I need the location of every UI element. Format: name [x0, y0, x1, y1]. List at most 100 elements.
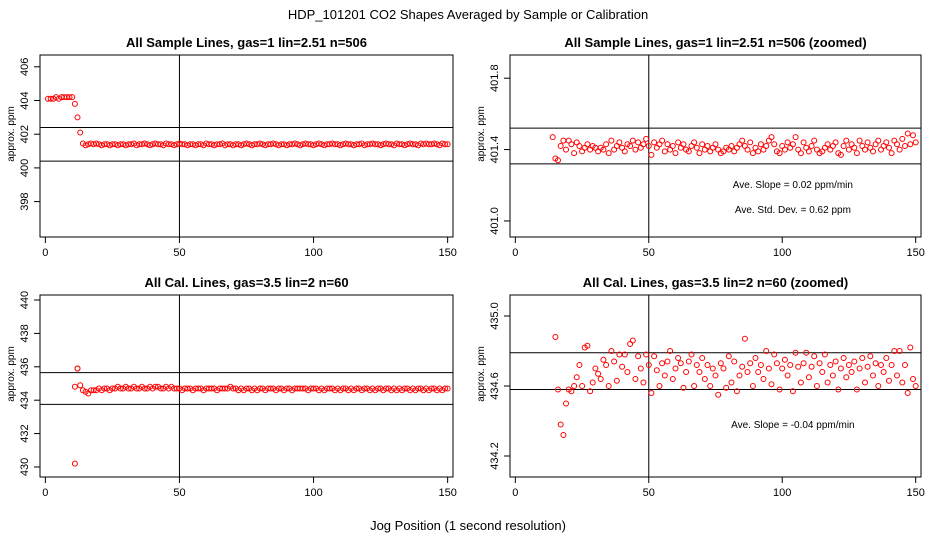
data-point [342, 140, 349, 147]
data-point [813, 146, 820, 153]
data-point [832, 358, 839, 365]
data-point [712, 372, 719, 379]
data-point [133, 142, 140, 149]
data-point [635, 139, 642, 146]
data-point [747, 360, 754, 367]
data-point [571, 150, 578, 157]
data-point [283, 385, 290, 392]
data-point [597, 376, 604, 382]
data-point [152, 383, 159, 390]
data-point [797, 150, 804, 157]
data-point [675, 139, 682, 146]
data-point [651, 353, 658, 360]
data-point [74, 114, 81, 121]
x-tick-label: 150 [438, 487, 456, 499]
data-point [902, 143, 908, 149]
data-point [369, 140, 376, 147]
data-point [805, 148, 812, 155]
data-point [82, 142, 89, 149]
data-point [856, 365, 863, 372]
data-point [805, 374, 812, 381]
data-point [888, 150, 895, 157]
data-point [768, 134, 775, 141]
data-point [661, 148, 668, 155]
data-point [685, 358, 692, 365]
data-point [832, 139, 839, 146]
data-point [275, 385, 282, 392]
data-points [552, 334, 919, 438]
y-tick-label: 398 [19, 192, 31, 210]
data-point [693, 362, 700, 368]
data-point [267, 385, 274, 392]
data-point [797, 379, 804, 386]
data-point [47, 95, 54, 102]
data-point [680, 384, 687, 391]
data-point [621, 148, 628, 155]
data-point [840, 143, 847, 149]
data-point [291, 140, 298, 147]
x-tick-label: 0 [42, 247, 48, 259]
data-point [251, 141, 258, 148]
data-point [345, 141, 352, 148]
data-point [632, 146, 639, 153]
data-point [771, 351, 778, 358]
data-point [645, 362, 652, 368]
data-point [621, 351, 628, 358]
data-point [709, 365, 716, 372]
x-tick-label: 50 [173, 247, 185, 259]
data-point [872, 360, 879, 367]
data-point [643, 135, 650, 142]
data-point [910, 376, 916, 382]
data-point [442, 141, 448, 148]
figure-title: HDP_101201 CO2 Shapes Averaged by Sample… [288, 7, 648, 22]
y-axis-label: approx. ppm [476, 346, 487, 402]
data-point [163, 140, 169, 147]
data-point [184, 385, 191, 392]
data-point [845, 146, 852, 153]
data-point [910, 132, 916, 139]
data-point [894, 372, 900, 379]
data-point [720, 365, 727, 372]
data-point [899, 379, 906, 386]
y-tick-label: 436 [19, 358, 31, 376]
data-point [837, 151, 844, 158]
data-point [125, 141, 132, 148]
data-point [664, 141, 671, 148]
data-point [811, 137, 818, 144]
data-point [875, 137, 882, 144]
data-point [862, 379, 868, 386]
data-point [568, 141, 575, 148]
data-point [659, 360, 666, 367]
y-axis-label: approx. ppm [476, 106, 487, 162]
x-tick-label: 100 [773, 247, 791, 259]
x-tick-label: 100 [304, 487, 322, 499]
data-point [757, 362, 764, 368]
data-point [725, 353, 732, 360]
data-point [329, 140, 336, 147]
data-point [707, 383, 714, 389]
data-point [800, 360, 807, 367]
data-point [315, 140, 322, 147]
data-point [763, 143, 770, 149]
data-point [356, 141, 363, 148]
data-point [552, 334, 559, 340]
data-point [388, 141, 395, 148]
data-point [669, 143, 676, 149]
y-axis-label: approx. ppm [6, 106, 17, 162]
x-tick-label: 150 [906, 247, 924, 259]
data-point [803, 349, 810, 356]
data-point [101, 385, 108, 392]
data-point [645, 143, 652, 149]
data-point [752, 355, 759, 361]
data-point [680, 141, 687, 148]
data-point [899, 135, 906, 142]
data-point [771, 141, 778, 148]
data-point [704, 362, 711, 368]
data-point [238, 142, 245, 149]
data-point [256, 385, 263, 392]
data-point [555, 157, 561, 164]
x-tick-label: 50 [173, 487, 185, 499]
x-tick-label: 50 [643, 247, 655, 259]
data-points [71, 365, 451, 467]
data-point [685, 148, 692, 155]
